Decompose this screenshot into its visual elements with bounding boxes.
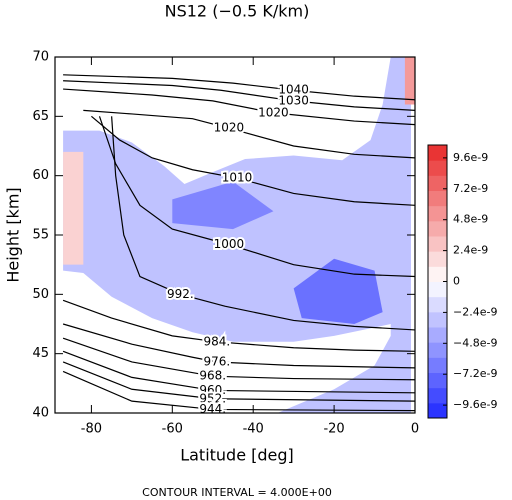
colorbar-tick-label: −4.8e-9 <box>453 336 497 349</box>
contour-label: 960. <box>199 383 226 397</box>
contour-label: 1020 <box>214 121 245 135</box>
colorbar-swatch <box>428 220 447 237</box>
y-axis-label: Height [km] <box>4 187 23 282</box>
colorbar-swatch <box>428 372 447 389</box>
contour-label: 984. <box>203 334 230 348</box>
contour-line <box>62 323 416 369</box>
chart-title: NS12 (−0.5 K/km) <box>165 2 310 21</box>
colorbar-tick-label: 4.8e-9 <box>453 213 488 226</box>
y-tick-label: 70 <box>32 50 49 65</box>
contour-line <box>91 115 416 206</box>
colorbar-tick-label: −9.6e-9 <box>453 398 497 411</box>
colorbar-swatch <box>428 266 447 282</box>
contour-line <box>63 88 416 126</box>
contour-label: 944. <box>199 402 226 416</box>
contour-line <box>63 74 416 101</box>
y-tick-label: 65 <box>32 109 49 124</box>
colorbar-swatch <box>428 342 447 358</box>
colorbar-swatch <box>428 327 447 343</box>
y-tick-label: 40 <box>32 406 49 421</box>
contour-label: 992. <box>167 287 194 301</box>
contour-note: CONTOUR INTERVAL = 4.000E+00 <box>142 486 332 499</box>
x-tick-label: -80 <box>81 422 102 437</box>
colorbar-tick-label: 0 <box>453 275 460 288</box>
contour-line <box>62 299 416 352</box>
colorbar-swatch <box>428 387 447 404</box>
colorbar-swatch <box>428 236 447 252</box>
colorbar-swatch <box>428 281 447 298</box>
colorbar-tick-label: 7.2e-9 <box>453 182 488 195</box>
shaded-region <box>293 258 383 324</box>
contour-line <box>98 116 416 278</box>
colorbar-swatch <box>428 190 447 207</box>
contour-label: 1020 <box>258 105 289 119</box>
x-axis-label: Latitude [deg] <box>180 446 294 465</box>
x-tick-label: 0 <box>411 422 419 437</box>
contour-line <box>62 350 416 394</box>
contour-label: 976. <box>203 354 230 368</box>
colorbar-tick-label: 2.4e-9 <box>453 244 488 257</box>
colorbar-swatch <box>428 160 447 176</box>
shaded-region <box>63 151 84 265</box>
x-tick-label: -40 <box>243 422 264 437</box>
colorbar-swatch <box>428 205 447 222</box>
colorbar-swatch <box>428 145 447 161</box>
shaded-region <box>404 57 415 105</box>
contour-label: 952. <box>199 391 226 405</box>
y-tick-label: 55 <box>32 228 49 243</box>
contour-label: 1040 <box>278 83 309 97</box>
contour-label: 968. <box>199 369 226 383</box>
x-tick-label: -20 <box>323 422 344 437</box>
colorbar-swatch <box>428 175 447 191</box>
colorbar-swatch <box>428 357 447 373</box>
contour-line <box>63 80 416 111</box>
colorbar-swatch <box>428 402 447 419</box>
shaded-region <box>172 181 274 230</box>
colorbar-swatch <box>428 296 447 313</box>
contour-label: 1010 <box>222 171 253 185</box>
y-tick-label: 50 <box>32 287 49 302</box>
x-tick-label: -60 <box>162 422 183 437</box>
contour-line <box>83 109 416 159</box>
colorbar-swatch <box>428 251 447 267</box>
colorbar-tick-label: 9.6e-9 <box>453 151 488 164</box>
contour-line <box>111 116 416 331</box>
contour-label: 1030 <box>278 93 309 107</box>
shaded-region <box>63 57 411 413</box>
colorbar-tick-label: −7.2e-9 <box>453 367 497 380</box>
contour-line <box>62 337 416 381</box>
colorbar-tick-label: −2.4e-9 <box>453 305 497 318</box>
contour-label: 1000 <box>214 237 245 251</box>
colorbar-swatch <box>428 311 447 328</box>
y-tick-label: 45 <box>32 346 49 361</box>
contour-line <box>62 361 416 402</box>
y-tick-label: 60 <box>32 168 49 183</box>
